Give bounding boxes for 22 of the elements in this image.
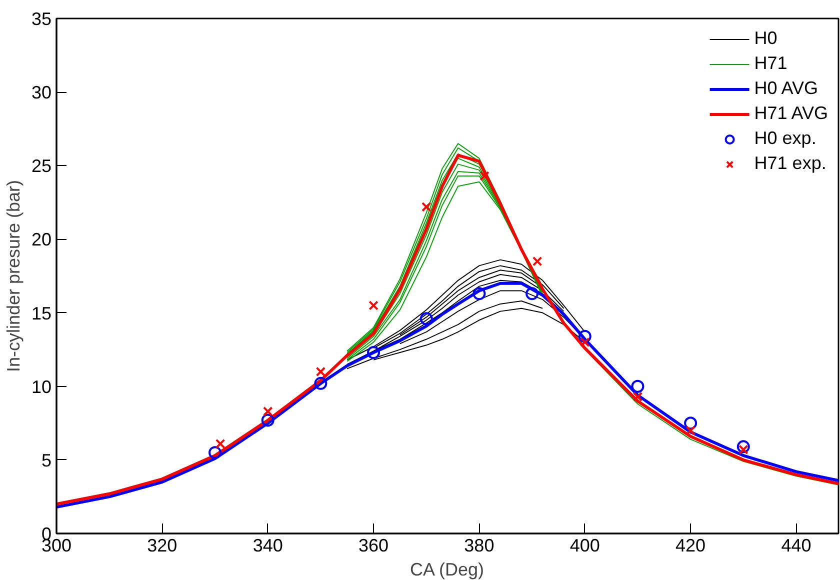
x-tick-label: 380 bbox=[464, 536, 494, 556]
y-tick-label: 20 bbox=[31, 230, 52, 250]
x-tick-label: 320 bbox=[147, 536, 178, 556]
legend-label: H71 bbox=[754, 53, 788, 74]
legend-label: H0 AVG bbox=[754, 78, 818, 99]
legend-label: H0 bbox=[754, 28, 778, 49]
x-axis-title: CA (Deg) bbox=[410, 560, 484, 580]
y-tick-label: 25 bbox=[31, 156, 52, 176]
x-tick-label: 360 bbox=[358, 536, 389, 556]
y-tick-label: 10 bbox=[31, 376, 52, 397]
x-tick-label: 340 bbox=[252, 536, 283, 556]
x-tick-label: 440 bbox=[781, 536, 812, 556]
legend-label: H71 exp. bbox=[754, 153, 826, 174]
y-tick-label: 30 bbox=[31, 82, 52, 103]
y-tick-label: 15 bbox=[31, 303, 52, 324]
legend-label: H0 exp. bbox=[754, 128, 816, 149]
y-tick-label: 5 bbox=[41, 450, 52, 470]
x-tick-label: 420 bbox=[676, 536, 706, 556]
y-tick-label: 35 bbox=[31, 9, 52, 29]
y-axis-title: In-cylinder presure (bar) bbox=[3, 180, 24, 372]
x-tick-label: 400 bbox=[570, 536, 600, 556]
legend-label: H71 AVG bbox=[754, 103, 828, 124]
